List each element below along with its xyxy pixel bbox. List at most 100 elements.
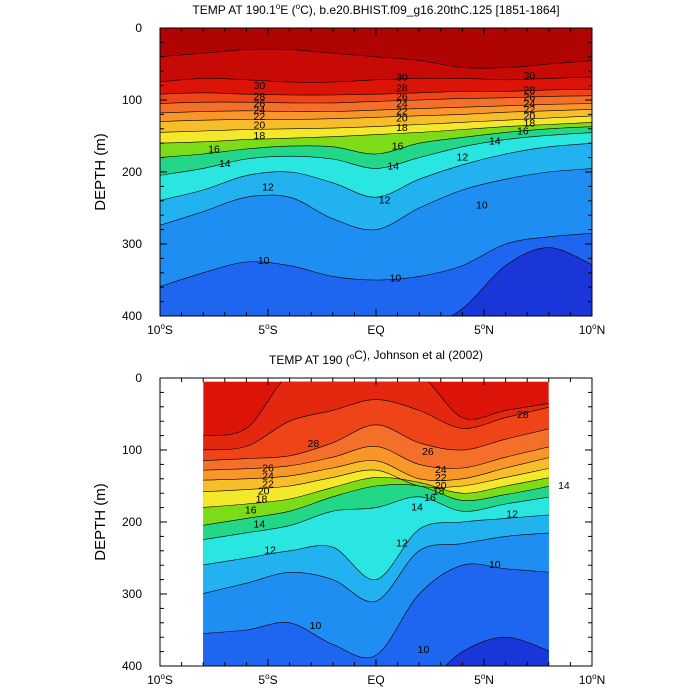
contour-band-9	[445, 637, 549, 666]
x-tick-label: 10oN	[579, 322, 605, 337]
contour-label: 10	[476, 200, 488, 212]
isotherm-22	[203, 457, 549, 481]
contour-label: 26	[524, 92, 536, 104]
contour-labels: 3028262422201816141210302826242220181614…	[208, 70, 535, 284]
contour-label: 18	[256, 493, 268, 505]
contour-label: 24	[396, 98, 408, 110]
contour-label: 30	[524, 70, 536, 82]
contour-label: 14	[411, 501, 423, 513]
isotherm-9	[451, 247, 592, 316]
panel-top: 3028262422201816141210302826242220181614…	[92, 2, 605, 337]
isotherm-10	[160, 233, 592, 287]
y-tick-label: 400	[122, 309, 142, 323]
contour-label: 12	[396, 537, 408, 549]
x-tick-label: 5oS	[258, 672, 277, 687]
x-tick-label: EQ	[367, 673, 384, 687]
contour-label: 14	[254, 519, 266, 531]
contour-fills	[160, 28, 592, 316]
contour-label: 20	[435, 480, 447, 492]
contour-label: 28	[254, 91, 266, 103]
contour-labels: 2828262624222018161412102422201816141212…	[245, 409, 570, 656]
contour-label: 10	[418, 644, 430, 656]
contour-label: 20	[258, 486, 270, 498]
isotherm-22	[160, 109, 592, 122]
isotherm-30	[160, 76, 592, 83]
contour-label: 10	[489, 559, 501, 571]
isotherm-18	[203, 476, 549, 508]
x-tick-label: 5oS	[258, 322, 277, 337]
contour-band-10	[203, 563, 549, 666]
contour-label: 28	[308, 438, 320, 450]
x-tick-label: 10oN	[579, 672, 605, 687]
contour-label: 12	[457, 151, 469, 163]
isotherm-20	[203, 468, 549, 493]
y-tick-label: 100	[122, 443, 142, 457]
chart-title: TEMP AT 190 (oC), Johnson et al (2002)	[269, 348, 483, 367]
contour-label: 20	[254, 120, 266, 132]
x-tick-label: 5oN	[474, 322, 494, 337]
contour-band-9	[451, 247, 592, 316]
contour-label: 14	[387, 161, 399, 173]
ticks	[159, 27, 593, 317]
contour-label: 16	[424, 492, 436, 504]
x-tick-label: EQ	[367, 323, 384, 337]
isotherm-26	[160, 95, 592, 104]
y-axis-label: DEPTH (m)	[92, 133, 109, 211]
contour-label: 16	[208, 143, 220, 155]
chart-title: TEMP AT 190.1oE (oC), b.e20.BHIST.f09_g1…	[192, 2, 559, 17]
contour-label: 16	[245, 504, 257, 516]
isotherm-24	[160, 103, 592, 114]
contour-label: 16	[517, 125, 529, 137]
contour-label: 26	[396, 91, 408, 103]
contour-label: 24	[524, 98, 536, 110]
isotherm-29	[203, 381, 549, 436]
contour-label: 12	[506, 509, 518, 521]
contour-label: 10	[258, 255, 270, 267]
contour-label: 24	[435, 464, 447, 476]
contour-label: 26	[254, 98, 266, 110]
y-tick-label: 300	[122, 587, 142, 601]
y-tick-label: 300	[122, 237, 142, 251]
contour-label: 20	[396, 113, 408, 125]
contour-label: 28	[517, 409, 529, 421]
contour-label: 12	[262, 182, 274, 194]
contour-label: 22	[435, 472, 447, 484]
contour-label: 24	[262, 470, 274, 482]
contour-label: 18	[396, 122, 408, 134]
x-tick-label: 10oS	[147, 672, 173, 687]
contour-label: 10	[310, 620, 322, 632]
isotherm-11	[203, 532, 549, 603]
y-tick-label: 100	[122, 93, 142, 107]
isotherm-12	[203, 514, 549, 580]
isotherm-11	[160, 168, 592, 231]
contour-label: 28	[524, 84, 536, 96]
contour-label: 16	[392, 141, 404, 153]
contour-fills	[203, 381, 549, 666]
contour-label: 24	[254, 105, 266, 117]
isotherm-26	[203, 424, 549, 462]
y-tick-label: 200	[122, 165, 142, 179]
isotherm-14	[203, 496, 549, 540]
contour-label: 30	[396, 71, 408, 83]
y-tick-label: 400	[122, 659, 142, 673]
isotherm-28	[160, 88, 592, 96]
contour-label: 14	[219, 158, 231, 170]
contour-label: 14	[558, 480, 570, 492]
isotherm-16	[160, 126, 592, 158]
contour-label: 18	[254, 130, 266, 142]
contour-label: 22	[262, 478, 274, 490]
x-tick-label: 5oN	[474, 672, 494, 687]
contour-label: 26	[422, 446, 434, 458]
contour-label: 28	[396, 82, 408, 94]
contour-label: 26	[262, 463, 274, 475]
contour-label: 20	[524, 110, 536, 122]
isotherm-18	[160, 122, 592, 144]
isotherm-10	[203, 563, 549, 659]
isotherm-9	[444, 636, 549, 666]
isotherm-24	[203, 446, 549, 471]
contour-label: 10	[390, 272, 402, 284]
y-tick-label: 0	[135, 21, 142, 35]
contour-label: 18	[524, 118, 536, 130]
y-tick-label: 0	[135, 371, 142, 385]
